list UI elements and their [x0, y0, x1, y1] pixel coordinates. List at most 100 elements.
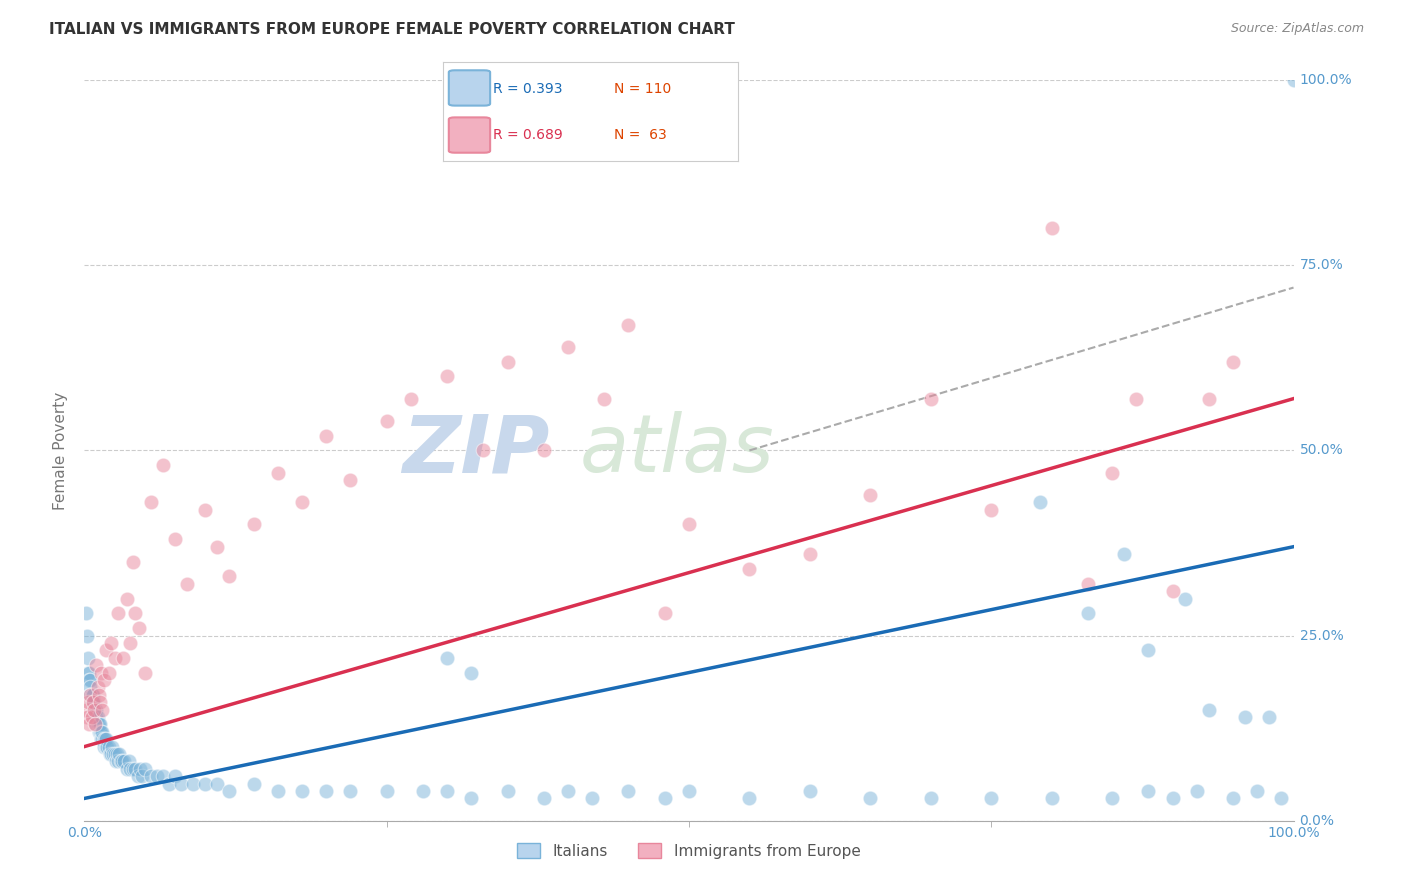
- Point: [176, 576, 198, 591]
- Point: [1246, 784, 1268, 798]
- Point: [128, 621, 150, 635]
- Point: [242, 776, 264, 791]
- Point: [79, 681, 101, 695]
- Point: [112, 650, 135, 665]
- Point: [859, 488, 882, 502]
- Point: [375, 414, 398, 428]
- Point: [90, 732, 112, 747]
- Point: [86, 710, 108, 724]
- Point: [93, 673, 115, 687]
- Point: [77, 665, 100, 680]
- Point: [472, 443, 495, 458]
- Text: N = 110: N = 110: [614, 82, 672, 96]
- Point: [678, 517, 700, 532]
- Point: [86, 681, 108, 695]
- Point: [120, 762, 142, 776]
- Point: [738, 562, 761, 576]
- Point: [139, 495, 162, 509]
- Point: [77, 673, 100, 687]
- Point: [84, 710, 107, 724]
- Point: [460, 791, 482, 805]
- Point: [83, 695, 105, 709]
- Point: [152, 458, 174, 473]
- Point: [83, 703, 105, 717]
- Point: [218, 784, 240, 798]
- Point: [84, 703, 107, 717]
- Point: [1174, 591, 1197, 606]
- Point: [412, 784, 434, 798]
- Point: [75, 703, 97, 717]
- Point: [93, 732, 115, 747]
- Point: [315, 784, 337, 798]
- Point: [121, 762, 143, 776]
- Text: 75.0%: 75.0%: [1299, 259, 1343, 272]
- Point: [87, 688, 110, 702]
- Point: [100, 747, 122, 761]
- Point: [86, 717, 108, 731]
- Point: [460, 665, 482, 680]
- Point: [134, 665, 156, 680]
- Point: [436, 650, 458, 665]
- Point: [1161, 584, 1184, 599]
- Point: [1258, 710, 1281, 724]
- Point: [82, 695, 104, 709]
- Point: [91, 724, 114, 739]
- Point: [399, 392, 422, 406]
- Point: [146, 769, 169, 783]
- Point: [557, 340, 579, 354]
- Point: [104, 747, 127, 761]
- Point: [654, 607, 676, 621]
- Point: [97, 739, 120, 754]
- Text: R = 0.393: R = 0.393: [494, 82, 562, 96]
- Point: [94, 643, 117, 657]
- Point: [436, 784, 458, 798]
- Point: [84, 710, 107, 724]
- Point: [980, 502, 1002, 516]
- Point: [89, 695, 111, 709]
- Point: [91, 703, 114, 717]
- Point: [1222, 791, 1244, 805]
- Point: [129, 762, 152, 776]
- Point: [1077, 607, 1099, 621]
- Point: [1077, 576, 1099, 591]
- Text: N =  63: N = 63: [614, 128, 666, 142]
- Point: [107, 755, 129, 769]
- Point: [83, 703, 105, 717]
- Point: [617, 784, 640, 798]
- Point: [1125, 392, 1147, 406]
- Point: [980, 791, 1002, 805]
- Point: [1161, 791, 1184, 805]
- Point: [86, 717, 108, 731]
- Point: [77, 650, 100, 665]
- Point: [77, 665, 100, 680]
- Point: [86, 658, 108, 673]
- Point: [120, 636, 142, 650]
- Point: [1114, 547, 1136, 561]
- Point: [77, 717, 100, 731]
- Point: [1137, 643, 1160, 657]
- Point: [79, 688, 101, 702]
- Point: [1040, 221, 1063, 235]
- Point: [1185, 784, 1208, 798]
- Point: [1282, 73, 1305, 87]
- Text: 50.0%: 50.0%: [1299, 443, 1343, 458]
- Point: [165, 769, 187, 783]
- Point: [115, 591, 138, 606]
- Point: [496, 784, 519, 798]
- Point: [80, 710, 103, 724]
- Point: [90, 724, 112, 739]
- Point: [267, 784, 290, 798]
- Point: [96, 739, 118, 754]
- Point: [375, 784, 398, 798]
- Point: [107, 607, 129, 621]
- Point: [617, 318, 640, 332]
- Text: 100.0%: 100.0%: [1299, 73, 1353, 87]
- Point: [267, 466, 290, 480]
- Point: [134, 762, 156, 776]
- Point: [111, 755, 134, 769]
- Point: [82, 695, 104, 709]
- Point: [77, 695, 100, 709]
- Point: [207, 776, 229, 791]
- Point: [593, 392, 616, 406]
- Point: [533, 443, 555, 458]
